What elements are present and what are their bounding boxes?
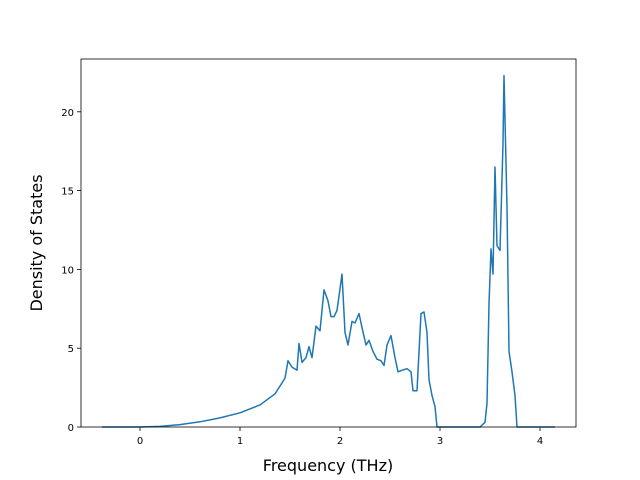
y-tick-label: 20	[61, 108, 74, 119]
x-tick-label: 2	[337, 436, 343, 447]
x-axis-label: Frequency (THz)	[263, 456, 393, 475]
x-tick-label: 4	[537, 436, 543, 447]
plot-frame	[80, 58, 577, 428]
x-tick-label: 1	[237, 436, 243, 447]
y-tick-label: 0	[68, 423, 74, 434]
x-tick-label: 3	[437, 436, 443, 447]
x-tick-label: 0	[137, 436, 143, 447]
data-line	[102, 74, 555, 428]
y-axis-label: Density of States	[27, 174, 46, 311]
y-tick-label: 10	[61, 265, 74, 276]
y-tick-label: 15	[61, 187, 74, 198]
y-tick-label: 5	[68, 344, 74, 355]
